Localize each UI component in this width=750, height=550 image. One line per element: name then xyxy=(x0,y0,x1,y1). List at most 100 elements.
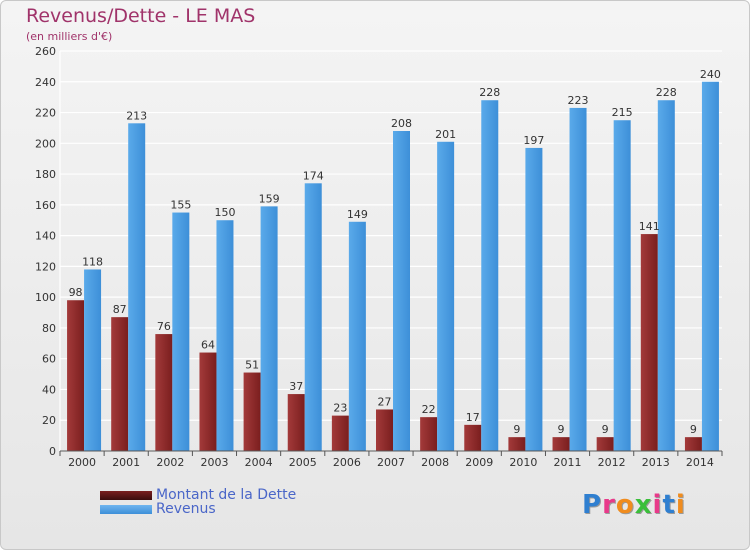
bar-dette xyxy=(243,372,261,451)
data-label-dette: 9 xyxy=(690,423,697,436)
bar-dette xyxy=(287,394,305,451)
bar-dette xyxy=(67,300,85,451)
data-label-dette: 76 xyxy=(157,320,171,333)
y-tick-label: 240 xyxy=(35,76,56,89)
legend-swatch-revenus xyxy=(100,504,152,514)
x-tick-label: 2000 xyxy=(68,456,96,469)
y-tick-label: 80 xyxy=(42,322,56,335)
bar-revenus xyxy=(172,212,190,451)
data-label-revenus: 155 xyxy=(170,199,191,212)
bar-dette xyxy=(331,415,349,451)
bar-revenus xyxy=(701,81,719,452)
bar-dette xyxy=(596,437,614,451)
y-tick-label: 20 xyxy=(42,414,56,427)
data-label-dette: 37 xyxy=(289,380,303,393)
data-label-dette: 98 xyxy=(69,286,83,299)
bar-revenus xyxy=(84,269,102,451)
bar-revenus xyxy=(393,131,410,451)
data-label-dette: 9 xyxy=(513,423,520,436)
y-tick-label: 160 xyxy=(35,199,56,212)
x-tick-label: 2002 xyxy=(156,456,184,469)
data-label-revenus: 213 xyxy=(126,109,147,122)
y-tick-label: 120 xyxy=(35,260,56,273)
data-label-revenus: 223 xyxy=(568,94,589,107)
x-tick-label: 2001 xyxy=(112,456,140,469)
proxiti-logo: Proxiti xyxy=(582,490,686,520)
x-tick-label: 2013 xyxy=(642,456,670,469)
bar-revenus xyxy=(348,221,366,451)
bar-dette xyxy=(464,424,482,451)
axes: 0 20 40 60 80 100 120 140 160 180 200 220 240 260 2000… xyxy=(35,45,723,469)
x-tick-label: 2014 xyxy=(686,456,714,469)
legend-item-dette: Montant de la Dette xyxy=(100,487,296,503)
bar-dette xyxy=(640,234,658,451)
bar-revenus xyxy=(569,107,587,451)
legend-label-revenus: Revenus xyxy=(156,501,216,517)
data-label-dette: 9 xyxy=(558,423,565,436)
logo-letter: r xyxy=(602,490,616,520)
x-tick-label: 2006 xyxy=(333,456,361,469)
logo-letter: i xyxy=(675,490,686,520)
x-tick-label: 2003 xyxy=(200,456,228,469)
bar-revenus xyxy=(525,147,543,451)
data-label-revenus: 149 xyxy=(347,208,368,221)
x-tick-label: 2011 xyxy=(554,456,582,469)
bar-revenus xyxy=(657,100,675,451)
x-tick-label: 2007 xyxy=(377,456,405,469)
y-tick-label: 0 xyxy=(49,445,56,458)
data-label-revenus: 240 xyxy=(700,68,721,81)
y-tick-label: 100 xyxy=(35,291,56,304)
bar-dette xyxy=(508,437,526,451)
bar-dette xyxy=(552,437,570,451)
x-tick-label: 2004 xyxy=(245,456,273,469)
data-label-revenus: 197 xyxy=(523,134,544,147)
logo-letter: t xyxy=(662,490,676,520)
data-label-revenus: 215 xyxy=(612,106,633,119)
data-label-revenus: 150 xyxy=(214,206,235,219)
x-tick-label: 2005 xyxy=(289,456,317,469)
y-tick-label: 180 xyxy=(35,168,56,181)
bar-dette xyxy=(684,437,702,451)
bar-revenus xyxy=(437,141,455,451)
bar-dette xyxy=(376,409,393,451)
bar-revenus xyxy=(128,123,146,452)
logo-letter: x xyxy=(634,490,653,520)
logo-letter: o xyxy=(615,490,635,520)
y-tick-label: 140 xyxy=(35,230,56,243)
x-tick-label: 2009 xyxy=(465,456,493,469)
bar-dette xyxy=(199,352,217,451)
logo-letter: i xyxy=(652,490,663,520)
legend-label-dette: Montant de la Dette xyxy=(156,487,297,503)
y-tick-label: 60 xyxy=(42,353,56,366)
data-label-revenus: 228 xyxy=(656,86,677,99)
bars xyxy=(67,81,719,452)
chart-title: Revenus/Dette - LE MAS xyxy=(26,5,256,27)
data-label-revenus: 228 xyxy=(479,86,500,99)
bar-revenus xyxy=(216,220,234,451)
legend-item-revenus: Revenus xyxy=(100,501,216,517)
bar-dette xyxy=(111,317,129,451)
logo-letter: P xyxy=(582,490,603,520)
data-label-revenus: 174 xyxy=(303,169,324,182)
data-label-dette: 27 xyxy=(378,395,392,408)
data-label-dette: 22 xyxy=(422,403,436,416)
y-tick-label: 40 xyxy=(42,383,56,396)
bar-dette xyxy=(420,417,438,451)
y-tick-label: 260 xyxy=(35,45,56,58)
y-tick-label: 200 xyxy=(35,137,56,150)
data-label-dette: 64 xyxy=(201,339,215,352)
bar-revenus xyxy=(260,206,278,451)
data-label-revenus: 208 xyxy=(391,117,412,130)
data-label-dette: 17 xyxy=(466,411,480,424)
data-label-revenus: 201 xyxy=(435,128,456,141)
x-tick-label: 2010 xyxy=(509,456,537,469)
x-tick-label: 2008 xyxy=(421,456,449,469)
x-tick-label: 2012 xyxy=(598,456,626,469)
chart-subtitle: (en milliers d'€) xyxy=(26,30,113,43)
value-labels: 98 118 87 213 76 155 64 150 51 159 37 174 23 149 27 208… xyxy=(69,68,721,436)
data-label-revenus: 159 xyxy=(259,192,280,205)
legend-swatch-dette xyxy=(100,490,152,500)
grid-lines xyxy=(59,50,722,452)
bar-revenus xyxy=(304,183,322,452)
